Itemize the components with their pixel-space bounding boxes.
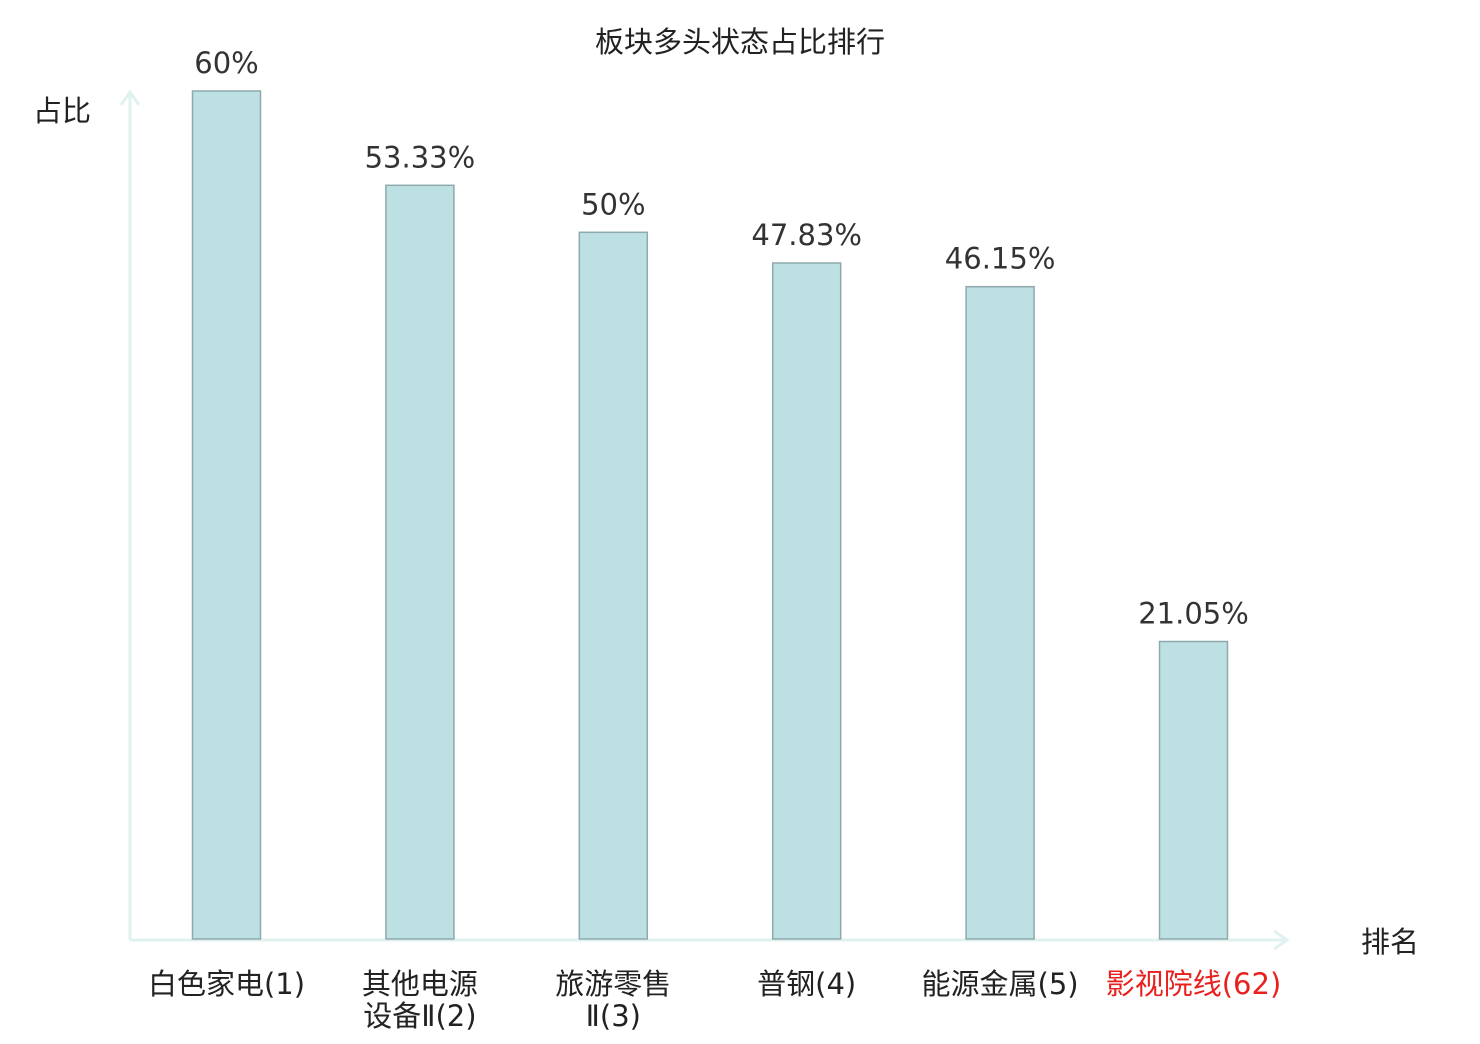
bar-6 — [1158, 640, 1229, 940]
value-label-4: 47.83% — [751, 218, 862, 252]
bar-2 — [385, 184, 455, 940]
bar-3 — [578, 231, 649, 940]
chart-title: 板块多头状态占比排行 — [595, 25, 885, 59]
value-label-5: 46.15% — [945, 242, 1056, 276]
value-label-6: 21.05% — [1138, 597, 1249, 631]
x-axis-label: 排名 — [1361, 925, 1419, 959]
category-label-4: 普钢(4) — [757, 967, 856, 1001]
category-label-5: 能源金属(5) — [922, 967, 1079, 1001]
bar-4 — [771, 262, 842, 940]
bar-1 — [191, 90, 262, 940]
y-axis-arrow — [119, 89, 141, 106]
bars — [191, 90, 1229, 940]
category-labels: 白色家电(1) 其他电源设备Ⅱ(2) 旅游零售 Ⅱ(3) 普钢(4) 能源金属(5) 影视院… — [148, 967, 1281, 1033]
x-axis-arrow — [1273, 929, 1290, 951]
bar-5 — [965, 285, 1035, 940]
category-label-6: 影视院线(62) — [1106, 967, 1282, 1001]
value-label-2: 53.33% — [365, 140, 476, 174]
category-label-2: 其他电源设备Ⅱ(2) — [362, 967, 478, 1033]
value-label-1: 60% — [194, 46, 258, 80]
y-axis-label: 占比 — [33, 94, 91, 128]
category-label-1: 白色家电(1) — [148, 967, 305, 1001]
category-label-3: 旅游零售 Ⅱ(3) — [555, 967, 671, 1033]
value-labels: 60% 53.33% 50% 47.83% 46.15% 21.05% — [194, 46, 1249, 631]
axes — [119, 89, 1290, 951]
value-label-3: 50% — [581, 187, 645, 221]
